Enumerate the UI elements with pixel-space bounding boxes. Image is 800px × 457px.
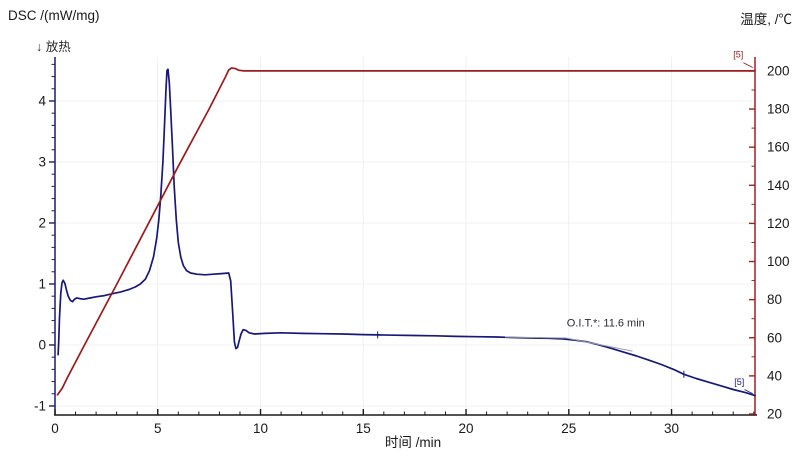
segment-label: [5] [733,50,743,60]
left-axis-title: DSC /(mW/mg) [8,8,100,23]
left-tick-label: 0 [38,337,46,352]
segment-label: [5] [734,377,744,387]
x-tick-label: 30 [664,421,679,436]
segment-label-leader [743,62,753,68]
right-tick-label: 100 [767,254,790,269]
right-tick-label: 80 [767,292,782,307]
x-axis-title: 时间 /min [384,435,442,450]
x-tick-label: 0 [51,421,59,436]
segment-label-leader [744,389,753,395]
right-axis-title: 温度, /℃ [740,12,792,27]
x-tick-label: 20 [459,421,474,436]
x-tick-label: 25 [561,421,576,436]
right-tick-label: 140 [767,178,790,193]
right-tick-label: 20 [767,407,782,422]
left-tick-label: 2 [38,215,46,230]
temperature-curve [56,67,756,396]
left-tick-label: 1 [38,276,46,291]
right-tick-label: 180 [767,102,790,117]
right-tick-label: 200 [767,63,790,78]
right-tick-label: 40 [767,368,782,383]
left-tick-label: 3 [38,154,46,169]
oit-annotation-text: O.I.T.*: 11.6 min [567,318,645,330]
oit-baseline-line [505,336,567,339]
right-tick-label: 160 [767,140,790,155]
exothermic-direction-label: ↓ 放热 [36,40,71,54]
x-tick-label: 10 [253,421,268,436]
oit-tangent-line [566,337,633,352]
dsc-curve [57,68,756,397]
x-tick-label: 15 [356,421,371,436]
left-tick-label: 4 [38,93,46,108]
right-tick-label: 120 [767,216,790,231]
left-tick-label: -1 [34,398,46,413]
x-tick-label: 5 [154,421,162,436]
right-tick-label: 60 [767,330,782,345]
